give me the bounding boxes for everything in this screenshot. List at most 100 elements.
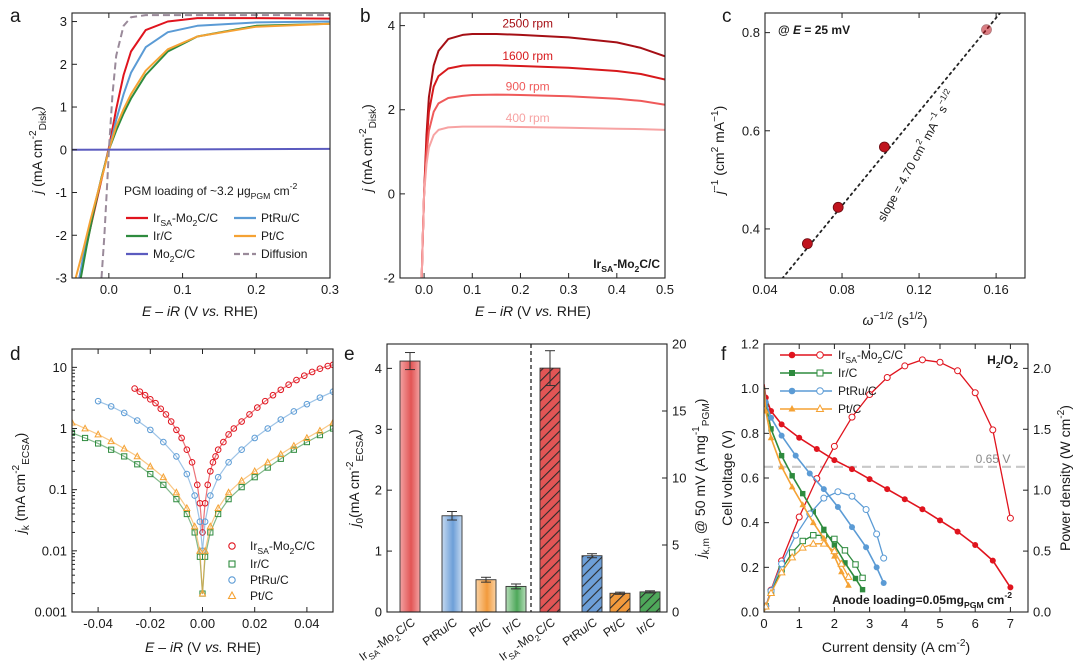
data-point [290,441,298,449]
data-point [230,425,238,432]
text-part: 2 [393,632,403,643]
data-point [300,372,308,380]
text-part: slope = 4.70 cm [875,143,928,224]
text-part: ) [965,639,970,655]
curve-label-0: 2500 rpm [502,17,553,31]
data-point [173,453,180,460]
y-tick-label: 0 [388,186,395,201]
bar-left-ir [505,585,527,613]
text-part: iR [170,639,183,655]
text-part: – [151,303,167,319]
power-point [859,574,866,582]
text-part: -2 [11,464,22,473]
data-point [160,481,167,488]
voltage-point [800,490,806,497]
y-tick-label: 1 [60,100,67,115]
data-point [134,461,141,468]
y-tick-label: 4 [388,18,395,33]
text-part: ) [346,429,362,434]
legend-ir: Ir/C [250,557,270,571]
data-point [191,492,198,499]
data-point [121,453,128,460]
y-axis-label: j−1 (cm2 mA−1) [710,106,727,197]
power-point [880,554,888,562]
data-point [201,499,209,507]
data-point [801,238,813,250]
condition-note: @ E = 25 mV [778,23,850,37]
text-part: Ir/C [838,366,858,380]
voltage-point [821,526,827,533]
x-tick-label: 0 [760,616,767,631]
data-point [251,474,258,481]
power-point [798,543,807,551]
x-tick-label: 7 [1007,616,1014,631]
x-axis-label: Current density (A cm-2) [822,638,970,655]
legend-ptru: PtRu/C [838,384,877,398]
voltage-point [789,473,795,479]
fit-ptru [97,391,333,552]
power-point [778,560,786,568]
y-tick-label: 0 [60,142,67,157]
legend-marker-open [816,387,824,395]
bar-right-ir [639,591,661,613]
y-tick-label-right: 0 [672,605,679,620]
text-part: j [12,529,28,535]
data-point [173,426,180,434]
text-part: ECSA [355,434,366,462]
data-point [108,446,115,453]
y-tick-label: 3 [375,422,382,437]
data-point [95,440,102,447]
text-part: -Mo [172,211,193,225]
legend-pt: Pt/C [250,589,274,603]
text-part: Ir [250,539,257,553]
text-part: PtRu/C [838,384,877,398]
text-part: Pt/C [467,615,494,640]
text-part: – [484,303,500,319]
voltage-point [884,486,891,493]
text-part: H [987,353,996,367]
text-part: C/C [197,211,218,225]
text-part: j [711,190,727,196]
x-tick-label: 0.0 [415,282,433,297]
legend-ptru: PtRu/C [250,573,289,587]
y-axis-label-right: jk,m @ 50 mV (A mg-1PGM) [691,399,712,560]
data-point [303,438,310,446]
text-part: (s [893,312,909,328]
power-point [820,494,828,502]
text-part: j [359,188,375,194]
text-part: 2 [170,254,175,264]
legend-marker-open [815,403,825,412]
voltage-point [768,414,775,421]
data-point [316,365,324,373]
category-label: PtRu/C [560,615,600,649]
data-point [224,488,233,496]
legend-ir: Ir/C [838,366,858,380]
data-point [147,470,154,478]
data-point [879,141,890,153]
category-label: Ir/C [500,615,524,638]
text-part: −1/2 [873,311,893,322]
text-part: E [793,23,802,37]
text-part: k [21,524,32,530]
text-part: -2 [1004,590,1012,600]
legend-marker-open [816,369,824,377]
power-point [844,572,853,580]
data-point [290,408,298,415]
power-point [866,391,874,399]
data-point [207,467,214,475]
curves [764,356,1014,612]
y-axis-label-left: Cell voltage (V) [719,430,735,526]
voltage-point [849,466,855,473]
text-part: SA [160,218,172,228]
curve-rpm2500 [420,33,665,278]
text-part: -2 [358,128,369,137]
text-part: Pt/C [261,229,285,243]
data-point [293,376,300,384]
y-tick-label: 0.01 [42,543,67,558]
x-tick-label: 6 [972,616,979,631]
y-tick-label: 1.2 [741,337,759,352]
data-point [329,418,333,426]
data-point [981,24,992,36]
voltage-point [806,470,813,477]
data-point [237,476,246,484]
